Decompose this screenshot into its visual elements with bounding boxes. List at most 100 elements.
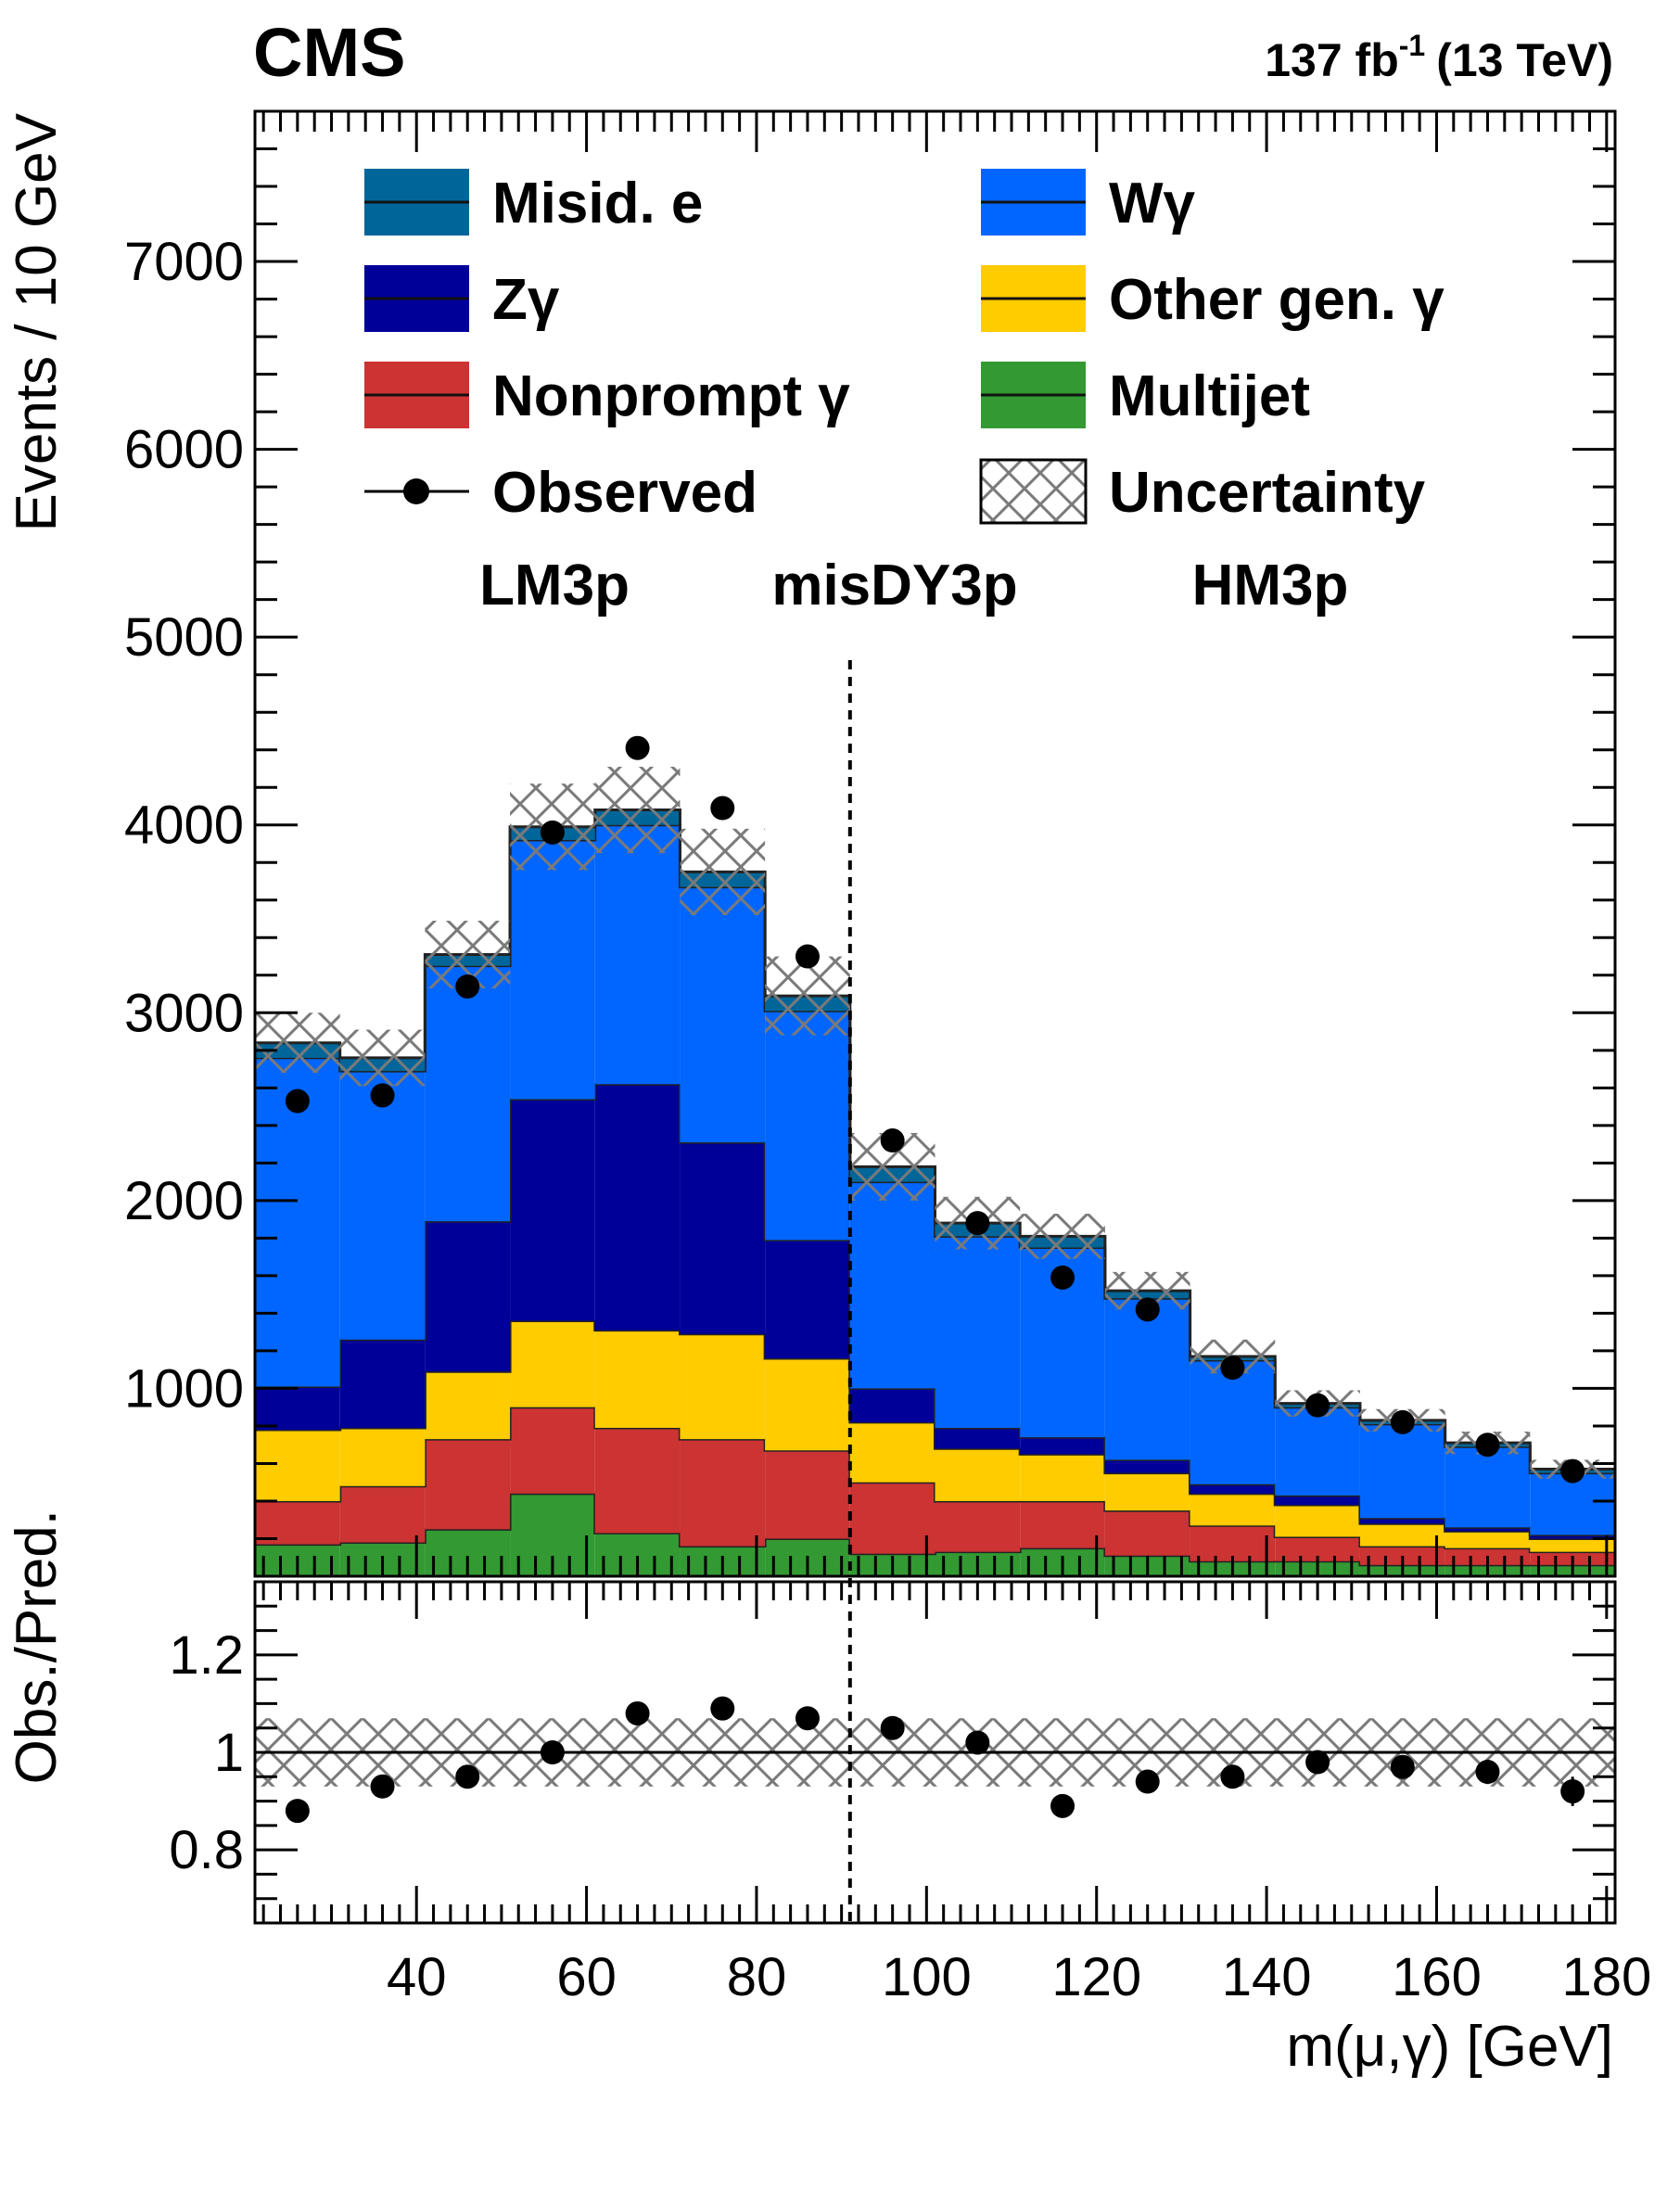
bar-nonprompt-13 <box>1359 1546 1445 1565</box>
bar-z-8 <box>935 1427 1021 1449</box>
main-plot-area <box>255 766 1615 1576</box>
region-label-lm3p: LM3p <box>479 554 630 618</box>
bar-z-6 <box>765 1240 850 1359</box>
observed-point-1 <box>370 1083 395 1108</box>
observed-point-15 <box>1560 1458 1585 1483</box>
bar-nonprompt-6 <box>765 1450 850 1539</box>
ratio-tick-label-2: 1.2 <box>169 1625 244 1686</box>
region-label-hm3p: HM3p <box>1192 554 1349 618</box>
observed-point-2 <box>455 974 480 999</box>
bar-z-7 <box>849 1388 935 1422</box>
bar-other-gen-5 <box>680 1333 766 1440</box>
bar-other-gen-1 <box>339 1427 426 1486</box>
ratio-tick-label-1: 1 <box>214 1723 244 1783</box>
bar-z-14 <box>1445 1527 1531 1532</box>
ratio-point-3 <box>540 1740 565 1764</box>
observed-points <box>285 735 1585 1483</box>
ratio-point-12 <box>1305 1750 1330 1775</box>
ratio-point-7 <box>880 1715 905 1740</box>
series-z <box>255 1082 1615 1539</box>
region-label-misdy3p: misDY3p <box>771 554 1017 618</box>
ratio-point-9 <box>1050 1793 1075 1818</box>
observed-point-8 <box>965 1211 990 1236</box>
bar-other-gen-9 <box>1020 1454 1105 1501</box>
bar-nonprompt-11 <box>1190 1525 1276 1561</box>
y-tick-label-4: 5000 <box>124 607 244 668</box>
y-tick-label-5: 6000 <box>124 420 244 480</box>
x-tick-label-5: 140 <box>1222 1947 1312 2007</box>
bar-w-5 <box>680 886 766 1143</box>
main-frame <box>253 109 1617 1578</box>
legend-entry-uncertainty: Uncertainty <box>979 458 1426 525</box>
bar-z-12 <box>1275 1495 1360 1506</box>
ratio-point-15 <box>1560 1779 1585 1804</box>
bar-nonprompt-2 <box>425 1439 511 1530</box>
uncertainty-bin-4 <box>594 766 681 854</box>
observed-point-6 <box>795 944 820 969</box>
bar-w-6 <box>765 1011 850 1241</box>
uncertainty-bin-0 <box>255 1012 340 1074</box>
bar-other-gen-2 <box>425 1371 511 1440</box>
legend-label: Multijet <box>1109 364 1310 428</box>
bar-w-12 <box>1275 1407 1360 1496</box>
bar-z-3 <box>510 1099 595 1321</box>
bar-z-4 <box>594 1084 681 1331</box>
bar-z-9 <box>1020 1437 1105 1455</box>
bar-other-gen-10 <box>1104 1472 1190 1511</box>
observed-point-5 <box>710 796 735 821</box>
bar-other-gen-3 <box>510 1320 595 1407</box>
x-tick-label-1: 60 <box>556 1947 617 2007</box>
y-tick-label-2: 3000 <box>124 983 244 1043</box>
observed-point-0 <box>285 1089 310 1114</box>
lumi-value: 137 fb <box>1265 34 1399 86</box>
legend-marker <box>403 478 429 504</box>
ratio-point-6 <box>795 1706 820 1731</box>
bar-other-gen-4 <box>594 1330 681 1428</box>
x-tick-label-0: 40 <box>387 1947 447 2007</box>
ratio-ticks <box>255 1582 1615 1923</box>
ratio-point-14 <box>1475 1760 1500 1785</box>
legend-label: Uncertainty <box>1109 461 1426 525</box>
x-tick-label-2: 80 <box>727 1947 787 2007</box>
uncertainty-bin-9 <box>1020 1214 1105 1259</box>
y-tick-label-0: 1000 <box>124 1358 244 1419</box>
bar-w-7 <box>849 1181 935 1389</box>
bar-other-gen-13 <box>1359 1523 1445 1547</box>
bar-w-3 <box>510 839 595 1100</box>
legend-entry-other-gen: Other gen. γ <box>981 265 1445 332</box>
bar-nonprompt-3 <box>510 1407 595 1494</box>
bar-z-2 <box>425 1221 511 1372</box>
bar-w-13 <box>1359 1423 1445 1519</box>
bar-nonprompt-5 <box>680 1439 766 1547</box>
legend-entry-z: Zγ <box>364 265 560 332</box>
y-axis-label: Events / 10 GeV <box>5 112 69 531</box>
bar-z-0 <box>255 1386 340 1430</box>
bar-other-gen-15 <box>1530 1538 1615 1552</box>
bar-other-gen-14 <box>1445 1531 1531 1548</box>
uncertainty-bin-6 <box>765 956 850 1036</box>
bar-w-8 <box>935 1236 1021 1428</box>
lumi-label: 137 fb-1 (13 TeV) <box>1265 29 1613 86</box>
series-other-gen <box>255 1319 1615 1552</box>
x-tick-label-6: 160 <box>1392 1947 1482 2007</box>
series-w <box>255 823 1615 1535</box>
bar-nonprompt-1 <box>339 1485 426 1543</box>
x-axis-label: m(μ,γ) [GeV] <box>1286 2015 1613 2079</box>
bar-other-gen-11 <box>1190 1493 1276 1526</box>
x-tick-label-7: 180 <box>1561 1947 1651 2007</box>
ratio-plot: 0.8 1 1.2 40 60 80 100 120 140 160 180 <box>169 1580 1651 2007</box>
bar-other-gen-0 <box>255 1430 340 1501</box>
bar-nonprompt-7 <box>849 1482 935 1554</box>
observed-point-9 <box>1050 1265 1075 1290</box>
bar-w-2 <box>425 965 511 1222</box>
bar-w-15 <box>1530 1472 1615 1535</box>
y-tick-label-1: 2000 <box>124 1171 244 1231</box>
legend-entry-multijet: Multijet <box>981 362 1310 428</box>
legend-entry-misid-e: Misid. e <box>364 169 703 236</box>
legend-hatch-swatch <box>979 458 1088 525</box>
legend-label: Misid. e <box>492 172 703 236</box>
x-tick-label-3: 100 <box>882 1947 972 2007</box>
x-tick-label-4: 120 <box>1051 1947 1141 2007</box>
y-tick-label-3: 4000 <box>124 796 244 856</box>
